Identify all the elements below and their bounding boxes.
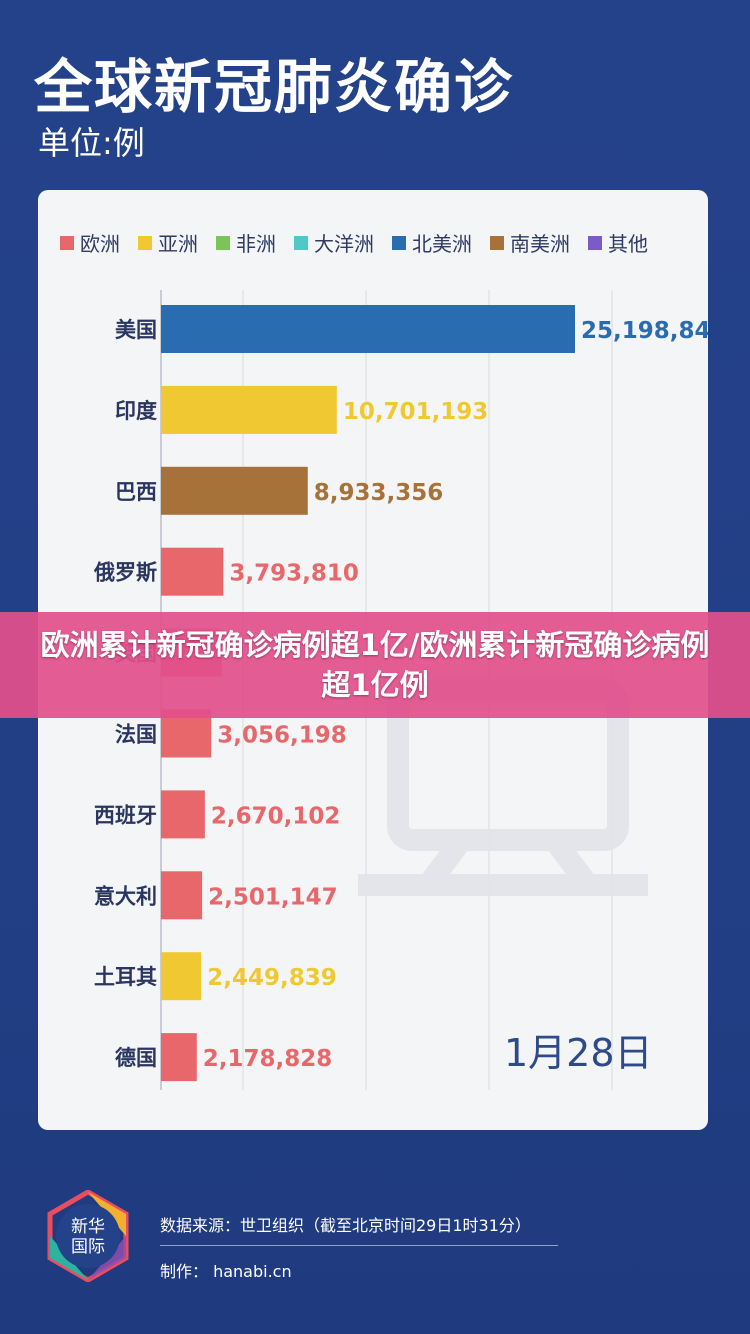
legend-swatch xyxy=(490,235,504,250)
data-label: 8,933,356 xyxy=(314,480,444,506)
credit-line: 制作： hanabi.cn xyxy=(160,1262,292,1281)
bar xyxy=(161,1033,197,1082)
legend-label: 其他 xyxy=(608,232,648,256)
legend-label: 欧洲 xyxy=(80,232,120,256)
legend-swatch xyxy=(588,235,602,250)
legend-item: 南美洲 xyxy=(490,228,570,257)
category-label: 法国 xyxy=(115,723,157,747)
chart-legend: 欧洲 亚洲 非洲 大洋洲 北美洲 南美洲 其他 xyxy=(60,228,648,257)
category-label: 印度 xyxy=(115,399,157,423)
legend-label: 亚洲 xyxy=(158,232,198,256)
legend-item: 非洲 xyxy=(216,228,276,257)
legend-swatch xyxy=(138,235,152,250)
legend-label: 南美洲 xyxy=(510,232,570,256)
data-label: 2,501,147 xyxy=(208,884,338,910)
data-label: 25,198,841 xyxy=(581,318,708,344)
legend-item: 亚洲 xyxy=(138,228,198,257)
bar xyxy=(161,952,202,1001)
category-label: 土耳其 xyxy=(94,965,157,989)
data-label: 2,178,828 xyxy=(203,1046,333,1072)
data-label: 3,793,810 xyxy=(229,561,359,587)
category-label: 俄罗斯 xyxy=(93,561,157,585)
legend-swatch xyxy=(60,235,74,250)
legend-item: 欧洲 xyxy=(60,228,120,257)
legend-swatch xyxy=(216,235,230,250)
legend-item: 其他 xyxy=(588,228,648,257)
date-label: 1月28日 xyxy=(504,1031,653,1075)
data-label: 3,056,198 xyxy=(217,723,347,749)
legend-label: 大洋洲 xyxy=(314,232,374,256)
bar xyxy=(161,466,308,515)
logo-text-line2: 国际 xyxy=(71,1237,105,1257)
legend-label: 北美洲 xyxy=(412,232,472,256)
bar xyxy=(161,547,224,596)
legend-label: 非洲 xyxy=(236,232,276,256)
category-label: 德国 xyxy=(115,1046,157,1070)
footer-divider xyxy=(160,1245,558,1246)
bar xyxy=(161,790,205,839)
logo-text-line1: 新华 xyxy=(71,1217,105,1237)
legend-swatch xyxy=(294,235,308,250)
unit-label: 单位:例 xyxy=(38,124,145,162)
data-source: 数据来源：世卫组织（截至北京时间29日1时31分） xyxy=(160,1216,531,1235)
category-label: 巴西 xyxy=(115,480,157,504)
bar xyxy=(161,871,203,920)
bar xyxy=(161,385,337,434)
chart-title: 全球新冠肺炎确诊 xyxy=(34,53,515,121)
headline-text: 欧洲累计新冠确诊病例超1亿/欧洲累计新冠确诊病例超1亿例 xyxy=(40,628,710,702)
bar xyxy=(161,305,575,353)
legend-item: 北美洲 xyxy=(392,228,472,257)
legend-item: 大洋洲 xyxy=(294,228,374,257)
data-label: 2,670,102 xyxy=(211,803,341,829)
legend-swatch xyxy=(392,235,406,250)
category-label: 美国 xyxy=(115,318,157,342)
data-label: 2,449,839 xyxy=(207,965,337,991)
data-label: 10,701,193 xyxy=(343,399,489,425)
xinhua-international-logo: 新华 国际 xyxy=(47,1190,129,1282)
category-label: 西班牙 xyxy=(94,803,157,827)
category-label: 意大利 xyxy=(94,884,157,908)
headline-banner[interactable]: 欧洲累计新冠确诊病例超1亿/欧洲累计新冠确诊病例超1亿例 xyxy=(0,612,750,718)
